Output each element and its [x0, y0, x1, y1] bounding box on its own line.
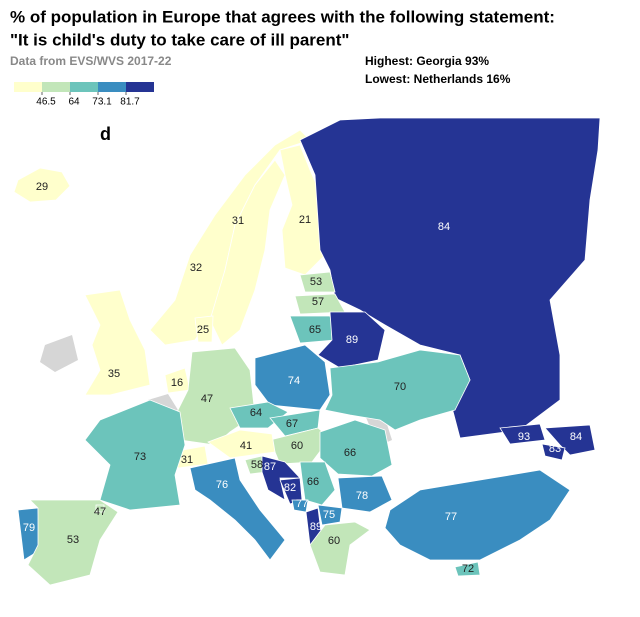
region	[544, 424, 596, 456]
region-label: 78	[356, 490, 368, 502]
region-label: 66	[344, 447, 356, 459]
legend-label: 46.5	[36, 97, 56, 108]
legend-swatch	[98, 82, 126, 92]
region	[189, 457, 286, 561]
title-line: % of population in Europe that agrees wi…	[10, 7, 555, 26]
legend-swatch	[70, 82, 98, 92]
region-label: 73	[134, 451, 146, 463]
region-label: 21	[299, 214, 311, 226]
region-label: 77	[445, 511, 457, 523]
region	[299, 117, 601, 439]
legend-swatch	[14, 82, 42, 92]
region-label: 76	[216, 479, 228, 491]
legend-label: 64	[68, 97, 80, 108]
region	[27, 499, 119, 586]
region	[454, 561, 481, 577]
region-label: 35	[108, 368, 120, 380]
region	[254, 344, 331, 411]
region	[499, 423, 546, 445]
region	[194, 315, 214, 343]
region	[384, 469, 571, 561]
region-label: 58	[251, 459, 263, 471]
region-label: 31	[181, 454, 193, 466]
source: Data from EVS/WVS 2017-22	[10, 54, 172, 68]
region-label: 31	[232, 215, 244, 227]
region	[299, 461, 336, 506]
region-label: 89	[310, 521, 322, 533]
region-label: 16	[171, 377, 183, 389]
regions: 29 32 31 21 84 53 57 65 89 25 35 16 47 74 70 64 67 60 41 31…	[13, 117, 601, 586]
region-label: 84	[570, 431, 582, 443]
region-label: 67	[286, 418, 298, 430]
panel-label: d	[100, 124, 111, 144]
region-label: 72	[462, 563, 474, 575]
region-label: 75	[323, 509, 335, 521]
region-label: 53	[310, 276, 322, 288]
legend-label: 73.1	[92, 97, 112, 108]
legend-label: 81.7	[120, 97, 140, 108]
region	[317, 504, 343, 526]
region-label: 53	[67, 534, 79, 546]
lowest: Lowest: Netherlands 16%	[365, 72, 511, 86]
region-label: 41	[240, 440, 252, 452]
legend: 46.5 64 73.1 81.7	[14, 82, 154, 108]
region-label: 89	[346, 334, 358, 346]
region-label: 25	[197, 324, 209, 336]
region	[261, 455, 301, 501]
region	[95, 504, 105, 513]
region-label: 70	[394, 381, 406, 393]
region	[84, 399, 186, 511]
region-label: 93	[518, 431, 530, 443]
region-label: 47	[201, 393, 213, 405]
region	[319, 419, 393, 477]
no-data-region	[40, 335, 78, 372]
region-label: 74	[288, 375, 300, 387]
highest: Highest: Georgia 93%	[365, 54, 489, 68]
region-label: 77	[296, 498, 308, 510]
region	[309, 521, 371, 576]
region-label: 83	[549, 443, 561, 455]
region	[299, 271, 336, 293]
region	[13, 167, 71, 203]
region	[337, 475, 393, 513]
region-label: 29	[36, 181, 48, 193]
region-label: 60	[291, 440, 303, 452]
region	[324, 349, 471, 431]
legend-swatch	[126, 82, 154, 92]
region-label: 82	[284, 482, 296, 494]
region	[541, 443, 566, 461]
region	[207, 429, 276, 459]
region-label: 60	[328, 535, 340, 547]
region-label: 47	[94, 506, 106, 518]
region	[84, 289, 151, 396]
region-label: 64	[250, 407, 262, 419]
region-label: 57	[312, 296, 324, 308]
legend-swatch	[42, 82, 70, 92]
region-label: 32	[190, 262, 202, 274]
region	[209, 159, 286, 346]
region-label: 84	[438, 221, 450, 233]
region-label: 66	[307, 476, 319, 488]
region-label: 79	[23, 522, 35, 534]
region-label: 65	[309, 324, 321, 336]
region-label: 87	[264, 461, 276, 473]
title-line: "It is child's duty to take care of ill …	[10, 30, 349, 49]
